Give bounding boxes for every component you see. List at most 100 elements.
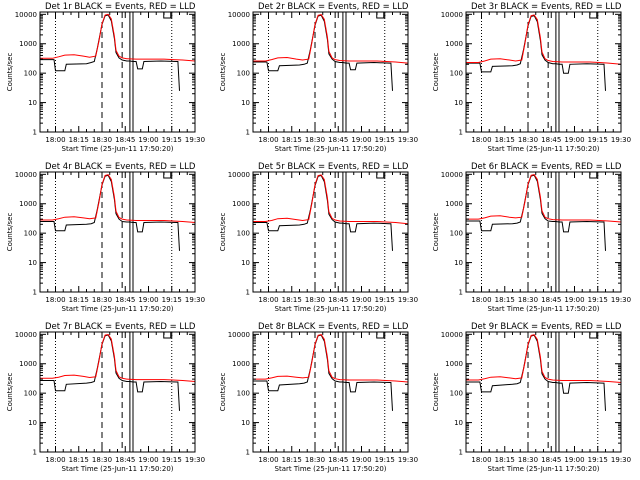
y-tick-label: 1 — [246, 289, 250, 297]
x-tick-label: 18:30 — [518, 456, 538, 464]
top-marker — [589, 12, 598, 19]
panel-det-2r: Det 2r BLACK = Events, RED = LLD 1 10 100 10… — [219, 2, 418, 153]
panel-title: Det 1r BLACK = Events, RED = LLD — [45, 2, 196, 12]
panel-det-6r: Det 6r BLACK = Events, RED = LLD 1 10 100 10… — [432, 162, 631, 313]
x-tick-label: 18:45 — [115, 136, 135, 144]
x-tick-label: 19:30 — [185, 296, 205, 304]
x-axis-label: Start Time (25-Jun-11 17:50:20) — [488, 305, 600, 313]
top-marker — [163, 12, 172, 19]
y-tick-label: 1000 — [19, 40, 37, 48]
y-tick-label: 10000 — [441, 11, 463, 19]
x-axis-label: Start Time (25-Jun-11 17:50:20) — [275, 465, 387, 473]
top-marker — [163, 332, 172, 339]
x-tick-label: 18:30 — [518, 136, 538, 144]
y-tick-label: 100 — [450, 70, 463, 78]
y-tick-label: 1 — [246, 129, 250, 137]
y-tick-label: 1 — [246, 449, 250, 457]
y-tick-label: 100 — [24, 70, 37, 78]
x-tick-label: 19:00 — [351, 296, 371, 304]
y-tick-label: 1 — [459, 289, 463, 297]
y-tick-label: 1000 — [445, 200, 463, 208]
x-tick-label: 19:15 — [375, 136, 395, 144]
y-axis-label: Counts/sec — [6, 373, 14, 412]
x-tick-label: 19:30 — [398, 456, 418, 464]
top-marker — [376, 12, 385, 19]
y-tick-label: 10 — [28, 259, 37, 267]
x-tick-label: 18:15 — [495, 456, 515, 464]
x-tick-label: 18:45 — [328, 136, 348, 144]
x-tick-label: 19:15 — [375, 296, 395, 304]
y-axis-label: Counts/sec — [6, 213, 14, 252]
x-axis-label: Start Time (25-Jun-11 17:50:20) — [62, 305, 174, 313]
y-tick-label: 100 — [24, 230, 37, 238]
panel-det-5r: Det 5r BLACK = Events, RED = LLD 1 10 100 10… — [219, 162, 418, 313]
panel-title: Det 3r BLACK = Events, RED = LLD — [471, 2, 622, 12]
y-tick-label: 1 — [33, 129, 37, 137]
top-marker — [589, 172, 598, 179]
x-tick-label: 19:00 — [351, 456, 371, 464]
x-tick-label: 19:30 — [398, 136, 418, 144]
events-series-line — [466, 15, 606, 91]
y-tick-label: 100 — [237, 230, 250, 238]
x-tick-label: 19:30 — [185, 136, 205, 144]
y-tick-label: 10000 — [15, 331, 37, 339]
x-tick-label: 18:30 — [92, 456, 112, 464]
x-tick-label: 18:30 — [518, 296, 538, 304]
y-tick-label: 10000 — [15, 171, 37, 179]
y-tick-label: 10000 — [441, 331, 463, 339]
y-tick-label: 1 — [33, 449, 37, 457]
x-tick-label: 19:30 — [398, 296, 418, 304]
x-axis-label: Start Time (25-Jun-11 17:50:20) — [488, 465, 600, 473]
panel-det-9r: Det 9r BLACK = Events, RED = LLD 1 10 100 10… — [432, 322, 631, 473]
y-tick-label: 10 — [241, 419, 250, 427]
x-tick-label: 18:30 — [305, 456, 325, 464]
x-tick-label: 19:00 — [564, 296, 584, 304]
top-marker — [376, 172, 385, 179]
x-tick-label: 18:00 — [258, 296, 278, 304]
y-tick-label: 10000 — [228, 11, 250, 19]
x-tick-label: 19:15 — [162, 296, 182, 304]
top-marker — [163, 172, 172, 179]
x-tick-label: 19:30 — [611, 456, 631, 464]
y-axis-label: Counts/sec — [432, 213, 440, 252]
x-axis-label: Start Time (25-Jun-11 17:50:20) — [488, 145, 600, 153]
y-tick-label: 10000 — [15, 11, 37, 19]
x-tick-label: 18:15 — [69, 136, 89, 144]
y-tick-label: 10000 — [228, 171, 250, 179]
y-tick-label: 10 — [454, 259, 463, 267]
x-tick-label: 19:15 — [375, 456, 395, 464]
x-tick-label: 18:00 — [45, 136, 65, 144]
x-tick-label: 18:00 — [471, 296, 491, 304]
x-tick-label: 18:15 — [69, 296, 89, 304]
x-tick-label: 18:45 — [328, 456, 348, 464]
x-tick-label: 19:15 — [588, 296, 608, 304]
panel-title: Det 2r BLACK = Events, RED = LLD — [258, 2, 409, 12]
x-tick-label: 18:15 — [495, 296, 515, 304]
x-tick-label: 18:45 — [541, 456, 561, 464]
x-tick-label: 19:00 — [564, 456, 584, 464]
y-tick-label: 1000 — [445, 360, 463, 368]
x-tick-label: 18:15 — [495, 136, 515, 144]
events-series-line — [253, 14, 393, 91]
y-tick-label: 10 — [241, 99, 250, 107]
x-tick-label: 19:00 — [564, 136, 584, 144]
y-axis-label: Counts/sec — [432, 373, 440, 412]
events-series-line — [466, 334, 606, 411]
x-tick-label: 18:30 — [92, 136, 112, 144]
panel-title: Det 5r BLACK = Events, RED = LLD — [258, 162, 409, 172]
lld-series-line — [466, 334, 622, 383]
events-series-line — [253, 174, 393, 251]
events-series-line — [253, 334, 393, 411]
x-tick-label: 18:45 — [541, 296, 561, 304]
panel-det-1r: Det 1r BLACK = Events, RED = LLD 1 10 100 10… — [6, 2, 205, 153]
y-tick-label: 1000 — [232, 360, 250, 368]
y-axis-label: Counts/sec — [219, 213, 227, 252]
y-axis-label: Counts/sec — [432, 53, 440, 92]
y-tick-label: 1000 — [445, 40, 463, 48]
lld-series-line — [40, 174, 196, 223]
y-tick-label: 100 — [24, 390, 37, 398]
x-axis-label: Start Time (25-Jun-11 17:50:20) — [62, 145, 174, 153]
panel-det-8r: Det 8r BLACK = Events, RED = LLD 1 10 100 10… — [219, 322, 418, 473]
y-axis-label: Counts/sec — [6, 53, 14, 92]
x-tick-label: 18:45 — [328, 296, 348, 304]
